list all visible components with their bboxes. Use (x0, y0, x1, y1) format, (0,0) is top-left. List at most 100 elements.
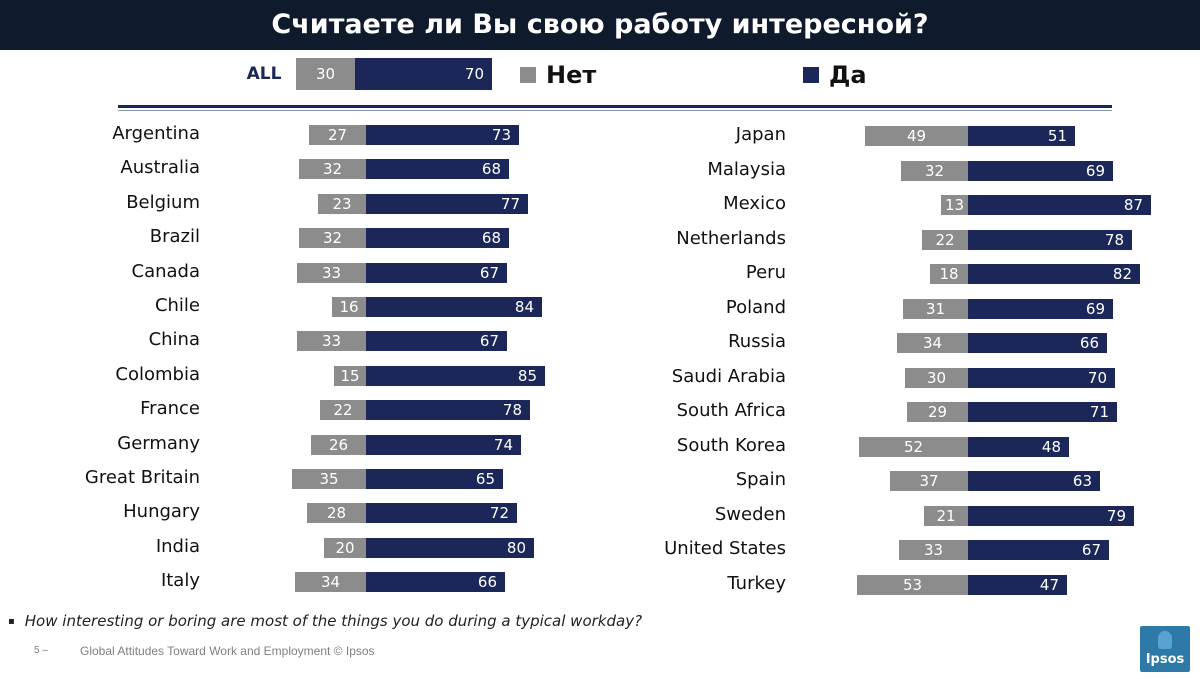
bar-yes-sweden: 79 (968, 506, 1134, 526)
bar-yes-hungary: 72 (366, 503, 517, 523)
bar-no-great-britain: 35 (292, 469, 366, 489)
category-label-japan: Japan (735, 124, 786, 145)
bar-yes-italy: 66 (366, 572, 505, 592)
bar-no-brazil: 32 (299, 228, 366, 248)
chart-title: Считаете ли Вы свою работу интересной? (0, 0, 1200, 50)
category-label-poland: Poland (725, 297, 786, 318)
bar-yes-canada: 67 (366, 263, 507, 283)
bar-yes-peru: 82 (968, 264, 1140, 284)
bar-no-japan: 49 (865, 126, 968, 146)
bar-no-canada: 33 (297, 263, 366, 283)
bar-no-south-africa: 29 (907, 402, 968, 422)
category-label-united-states: United States (664, 538, 786, 559)
category-label-russia: Russia (728, 331, 786, 352)
footnote: ▪ How interesting or boring are most of t… (8, 612, 642, 630)
bar-no-spain: 37 (890, 471, 968, 491)
bar-yes-south-korea: 48 (968, 437, 1069, 457)
bar-yes-chile: 84 (366, 297, 542, 317)
bar-yes-germany: 74 (366, 435, 521, 455)
category-label-hungary: Hungary (123, 501, 200, 522)
bar-no-united-states: 33 (899, 540, 968, 560)
footnote-text: How interesting or boring are most of th… (24, 612, 643, 630)
bar-no-argentina: 27 (309, 125, 366, 145)
category-label-netherlands: Netherlands (676, 228, 786, 249)
category-label-india: India (155, 536, 200, 557)
legend-item-no: Нет (520, 60, 596, 90)
page-number: 5 – (34, 645, 48, 656)
bar-yes-united-states: 67 (968, 540, 1109, 560)
category-label-great-britain: Great Britain (84, 467, 200, 488)
bar-no-russia: 34 (897, 333, 968, 353)
bar-no-malaysia: 32 (901, 161, 968, 181)
footnote-bullet: ▪ (8, 616, 15, 627)
logo-figure-icon (1158, 631, 1172, 649)
bar-no-colombia: 15 (334, 366, 366, 386)
bar-yes-all: 70 (355, 58, 492, 90)
category-label-saudi-arabia: Saudi Arabia (671, 366, 786, 387)
legend-item-yes: Да (803, 60, 867, 90)
category-label-colombia: Colombia (115, 364, 200, 385)
bar-yes-great-britain: 65 (366, 469, 503, 489)
bar-yes-belgium: 77 (366, 194, 528, 214)
category-label-germany: Germany (117, 433, 200, 454)
bar-no-sweden: 21 (924, 506, 968, 526)
bar-no-india: 20 (324, 538, 366, 558)
bar-yes-mexico: 87 (968, 195, 1151, 215)
bar-no-south-korea: 52 (859, 437, 968, 457)
bar-yes-france: 78 (366, 400, 530, 420)
category-label-belgium: Belgium (126, 192, 200, 213)
bar-yes-japan: 51 (968, 126, 1075, 146)
category-label-sweden: Sweden (714, 504, 786, 525)
header-divider-thin (118, 110, 1112, 111)
legend-swatch-no (520, 67, 536, 83)
category-label-chile: Chile (154, 295, 200, 316)
bar-yes-poland: 69 (968, 299, 1113, 319)
category-label-malaysia: Malaysia (707, 159, 786, 180)
bar-yes-india: 80 (366, 538, 534, 558)
bar-no-peru: 18 (930, 264, 968, 284)
bar-yes-china: 67 (366, 331, 507, 351)
source-text: Global Attitudes Toward Work and Employm… (80, 644, 375, 658)
category-label-spain: Spain (735, 469, 786, 490)
category-label-australia: Australia (120, 157, 200, 178)
bar-no-saudi-arabia: 30 (905, 368, 968, 388)
bar-yes-brazil: 68 (366, 228, 509, 248)
bar-no-netherlands: 22 (922, 230, 968, 250)
category-label-south-korea: South Korea (676, 435, 786, 456)
category-label-turkey: Turkey (727, 573, 786, 594)
bar-yes-australia: 68 (366, 159, 509, 179)
bar-no-chile: 16 (332, 297, 366, 317)
bar-no-turkey: 53 (857, 575, 968, 595)
category-label-south-africa: South Africa (676, 400, 786, 421)
bar-yes-spain: 63 (968, 471, 1100, 491)
bar-no-mexico: 13 (941, 195, 968, 215)
header-divider (118, 105, 1112, 108)
bar-no-australia: 32 (299, 159, 366, 179)
category-label-canada: Canada (131, 261, 201, 282)
category-label-peru: Peru (745, 262, 786, 283)
bar-no-belgium: 23 (318, 194, 366, 214)
bar-no-china: 33 (297, 331, 366, 351)
category-label-argentina: Argentina (112, 123, 200, 144)
bar-no-germany: 26 (311, 435, 366, 455)
category-label-china: China (148, 329, 200, 350)
bar-yes-colombia: 85 (366, 366, 545, 386)
category-label-mexico: Mexico (723, 193, 786, 214)
bar-no-poland: 31 (903, 299, 968, 319)
bar-yes-saudi-arabia: 70 (968, 368, 1115, 388)
ipsos-logo: Ipsos (1140, 626, 1190, 672)
bar-yes-netherlands: 78 (968, 230, 1132, 250)
all-row-label: ALL (246, 64, 282, 84)
legend-label-yes: Да (829, 61, 867, 89)
bar-yes-malaysia: 69 (968, 161, 1113, 181)
category-label-italy: Italy (160, 570, 200, 591)
logo-text: Ipsos (1145, 652, 1185, 667)
category-label-brazil: Brazil (149, 226, 200, 247)
legend-swatch-yes (803, 67, 819, 83)
bar-yes-south-africa: 71 (968, 402, 1117, 422)
legend-label-no: Нет (546, 61, 597, 89)
bar-yes-argentina: 73 (366, 125, 519, 145)
bar-no-all: 30 (296, 58, 355, 90)
bar-no-france: 22 (320, 400, 366, 420)
bar-yes-turkey: 47 (968, 575, 1067, 595)
